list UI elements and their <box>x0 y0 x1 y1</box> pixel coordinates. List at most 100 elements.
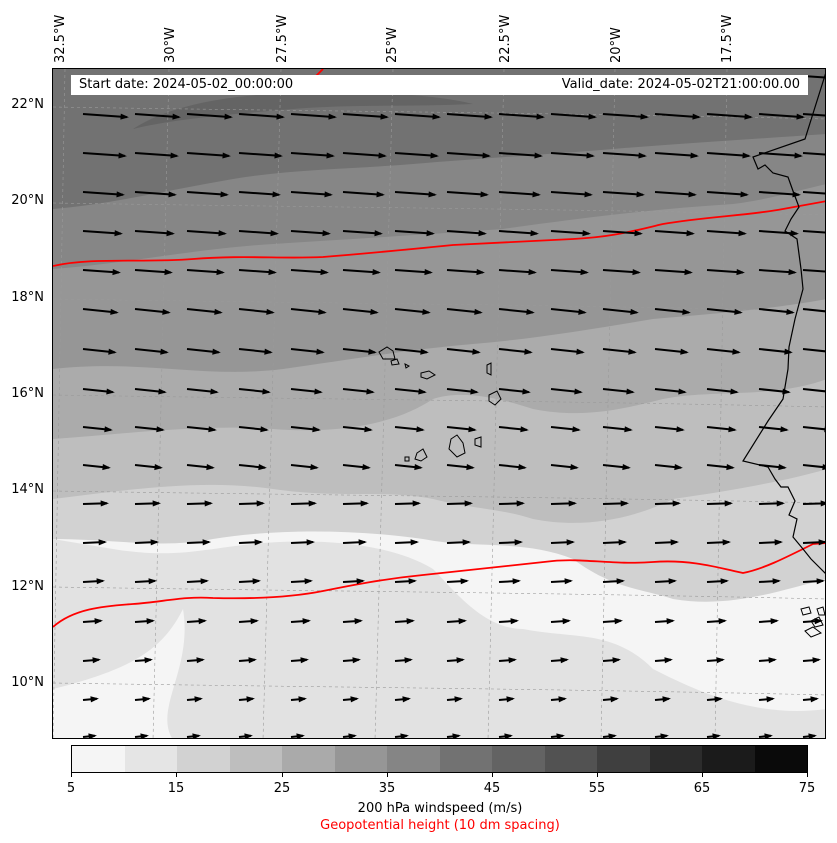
wind-arrow-head <box>634 230 643 237</box>
wind-arrow-head <box>100 500 109 507</box>
wind-arrow-head <box>114 230 123 237</box>
windspeed-shade-band <box>133 92 473 129</box>
wind-arrow-shaft <box>706 152 749 157</box>
wind-arrow-head <box>362 464 371 471</box>
wind-arrow-head <box>410 539 419 546</box>
wind-arrow-head <box>424 269 433 276</box>
wind-arrow-shaft <box>802 152 825 156</box>
latitude-label: 10°N <box>11 675 44 690</box>
wind-arrow-head <box>688 191 697 198</box>
colorbar-swatch <box>229 746 282 772</box>
wind-arrow-head <box>314 388 323 395</box>
wind-arrow-head <box>154 464 163 471</box>
wind-arrow-head <box>632 269 641 276</box>
wind-arrow-head <box>256 500 265 507</box>
wind-arrow-head <box>460 578 469 585</box>
wind-arrow-head <box>426 230 435 237</box>
wind-arrow-shaft <box>186 152 229 157</box>
colorbar-tick-label: 75 <box>798 781 816 796</box>
wind-arrow-shaft <box>706 113 751 119</box>
wind-arrow-head <box>738 230 747 237</box>
wind-arrow-head <box>272 191 281 198</box>
wind-arrow-shaft <box>602 230 641 235</box>
latitude-label: 12°N <box>11 579 44 594</box>
wind-map <box>53 69 825 738</box>
wind-arrow-head <box>764 733 773 738</box>
wind-arrow-head <box>662 696 671 703</box>
wind-arrow-head <box>510 618 519 625</box>
wind-arrow-head <box>118 152 127 159</box>
wind-arrow-head <box>350 696 359 703</box>
wind-arrow-head <box>204 500 213 507</box>
wind-arrow-shaft <box>342 230 381 235</box>
latitude-label: 14°N <box>11 482 44 497</box>
wind-arrow-head <box>572 426 581 433</box>
wind-arrow-head <box>736 269 745 276</box>
colorbar-swatch <box>334 746 387 772</box>
wind-arrow-shaft <box>654 230 693 235</box>
wind-arrow-shaft <box>498 230 537 235</box>
wind-arrow-head <box>672 500 681 507</box>
valid-date-label: Valid_date: 2024-05-02T21:00:00.00 <box>561 77 800 92</box>
wind-arrow-head <box>636 191 645 198</box>
wind-arrow-head <box>690 152 699 159</box>
wind-arrow-shaft <box>654 152 697 157</box>
wind-arrow-shaft <box>802 191 825 195</box>
wind-arrow-head <box>156 426 165 433</box>
wind-arrow-head <box>684 269 693 276</box>
wind-arrow-head <box>270 230 279 237</box>
wind-arrow-head <box>536 113 545 120</box>
wind-arrow-head <box>356 578 365 585</box>
colorbar-swatch <box>597 746 650 772</box>
colorbar-swatch <box>177 746 230 772</box>
wind-arrow-head <box>784 348 793 355</box>
wind-arrow-head <box>264 348 273 355</box>
wind-arrow-head <box>206 464 215 471</box>
wind-arrow-head <box>796 113 805 120</box>
wind-arrow-shaft <box>238 152 281 157</box>
wind-arrow-shaft <box>758 113 803 119</box>
wind-arrow-shaft <box>186 191 227 196</box>
wind-arrow-head <box>404 657 413 664</box>
wind-arrow-head <box>316 348 325 355</box>
wind-arrow-head <box>106 388 115 395</box>
colorbar-tick-label: 65 <box>693 781 711 796</box>
wind-arrow-head <box>618 539 627 546</box>
wind-arrow-head <box>252 578 261 585</box>
wind-arrow-head <box>454 696 463 703</box>
wind-arrow-head <box>810 696 819 703</box>
wind-arrow-head <box>516 500 525 507</box>
wind-arrow-head <box>352 657 361 664</box>
wind-arrow-head <box>740 191 749 198</box>
wind-arrow-head <box>768 657 777 664</box>
wind-arrow-head <box>158 388 167 395</box>
wind-arrow-head <box>112 269 121 276</box>
wind-arrow-head <box>680 348 689 355</box>
wind-arrow-head <box>482 152 491 159</box>
wind-arrow-shaft <box>134 230 173 235</box>
wind-arrow-head <box>520 426 529 433</box>
wind-arrow-head <box>302 618 311 625</box>
wind-arrow-head <box>148 578 157 585</box>
geopotential-contour <box>53 200 825 267</box>
wind-arrow-head <box>468 426 477 433</box>
wind-arrow-head <box>794 152 803 159</box>
wind-arrow-head <box>412 500 421 507</box>
wind-arrow-head <box>244 733 253 738</box>
wind-vector-field <box>82 75 825 738</box>
wind-arrow-head <box>584 191 593 198</box>
wind-arrow-head <box>526 308 535 315</box>
wind-arrow-head <box>306 539 315 546</box>
wind-arrow-head <box>512 578 521 585</box>
wind-arrow-head <box>414 464 423 471</box>
wind-arrow-shaft <box>446 152 489 157</box>
wind-arrow-head <box>676 426 685 433</box>
wind-arrow-head <box>560 657 569 664</box>
wind-arrow-shaft <box>602 152 645 157</box>
wind-arrow-head <box>378 152 387 159</box>
longitude-label: 30°W <box>163 27 178 63</box>
wind-arrow-head <box>162 308 171 315</box>
wind-arrow-shaft <box>550 113 595 119</box>
wind-arrow-head <box>254 539 263 546</box>
longitude-label: 22.5°W <box>498 14 513 63</box>
